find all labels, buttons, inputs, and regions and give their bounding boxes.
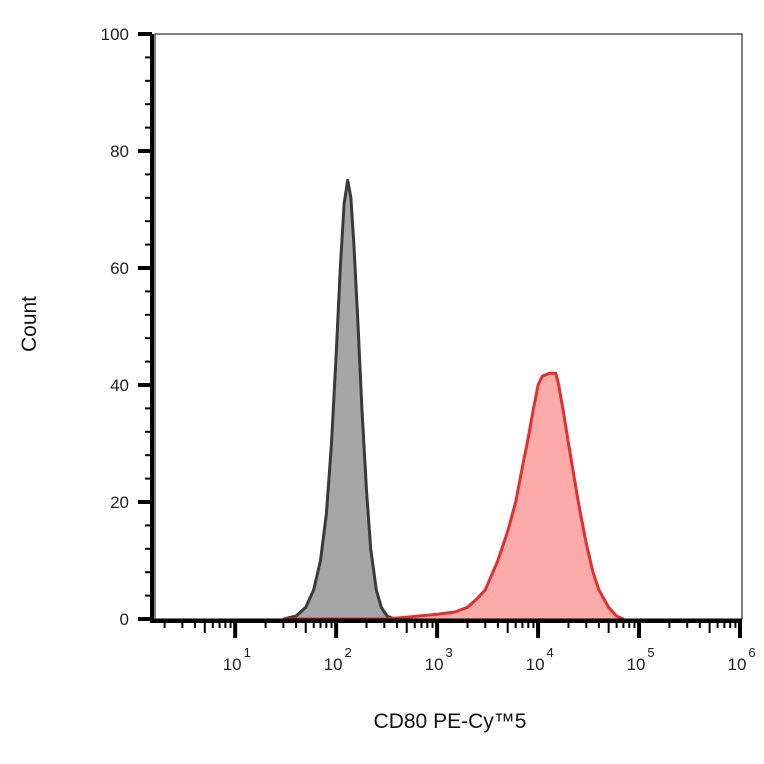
y-tick-label: 80 — [110, 142, 129, 161]
plot-frame — [154, 33, 743, 620]
series-0-fill — [283, 180, 395, 620]
y-axis-label: Count — [18, 296, 41, 352]
x-tick-exponent: 1 — [244, 645, 251, 660]
x-tick-exponent: 4 — [546, 645, 553, 660]
x-axis-label: CD80 PE-Cy™5 — [374, 710, 527, 733]
y-tick-label: 60 — [110, 259, 129, 278]
y-tick-label: 40 — [110, 376, 129, 395]
series-1-line — [283, 371, 624, 621]
x-tick-exponent: 5 — [647, 645, 654, 660]
series-0-line — [283, 178, 396, 621]
x-tick-exponent: 2 — [345, 645, 352, 660]
y-tick-label: 0 — [120, 610, 129, 629]
y-axis: 0 20 40 60 80 100 — [101, 25, 154, 629]
x-tick-exponent: 6 — [748, 645, 755, 660]
y-tick-label: 100 — [101, 25, 129, 44]
x-tick-label: 10 — [627, 655, 646, 674]
x-tick-label: 10 — [324, 655, 343, 674]
x-tick-label: 10 — [526, 655, 545, 674]
x-tick-label: 10 — [425, 655, 444, 674]
x-tick-label: 10 — [223, 655, 242, 674]
x-tick-exponent: 3 — [445, 645, 452, 660]
y-tick-label: 20 — [110, 493, 129, 512]
x-tick-label: 10 — [728, 655, 747, 674]
plot-area — [283, 178, 624, 621]
series-1-fill — [283, 373, 624, 619]
